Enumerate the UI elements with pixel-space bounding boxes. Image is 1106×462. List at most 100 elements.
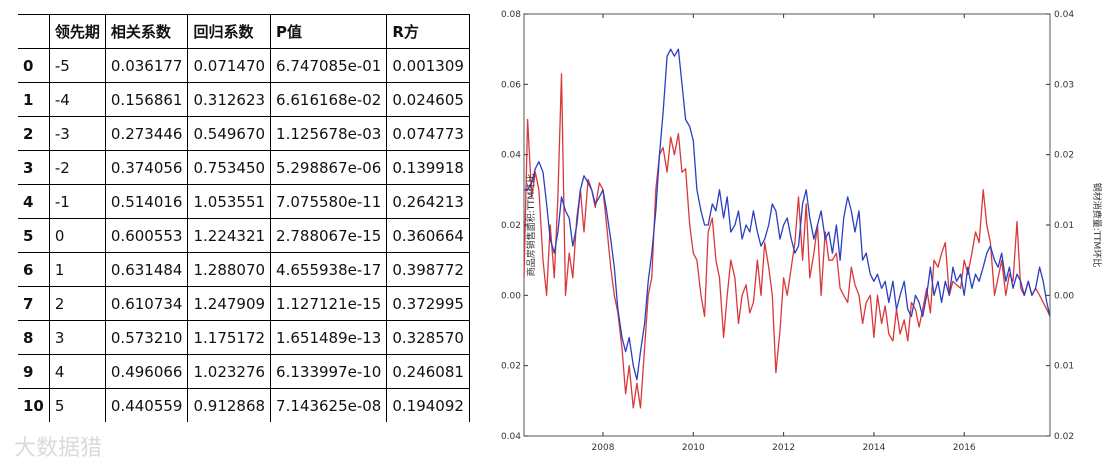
x-tick-label: 2008 <box>592 443 615 453</box>
table-cell: 5 <box>48 388 106 422</box>
table-cell: 1.125678e-03 <box>270 116 388 151</box>
table-cell: 0.514016 <box>104 184 189 219</box>
table-cell: 6.616168e-02 <box>270 82 388 117</box>
table-cell: 0.036177 <box>104 48 189 83</box>
table-cell: 0.360664 <box>386 218 470 253</box>
line-chart: 2008 2010 2012 2014 2016 0.04 0.02 0.00 0.02 0.04… <box>501 10 1103 453</box>
y-tick-label: 0.04 <box>501 432 521 442</box>
table-row: 0 -5 0.036177 0.071470 6.747085e-01 0.001309 <box>18 48 470 83</box>
table-cell: 0.328570 <box>386 320 470 355</box>
table-row: 5 0 0.600553 1.224321 2.788067e-15 0.360664 <box>18 218 470 253</box>
table-cell: 2 <box>48 286 106 321</box>
table-row: 7 2 0.610734 1.247909 1.127121e-15 0.372995 <box>18 286 470 321</box>
table-cell: 1.247909 <box>187 286 272 321</box>
table-row: 6 1 0.631484 1.288070 4.655938e-17 0.398772 <box>18 252 470 287</box>
table-row: 10 5 0.440559 0.912868 7.143625e-08 0.194092 <box>18 388 470 422</box>
table-cell: -2 <box>48 150 106 185</box>
table-cell: 0.610734 <box>104 286 189 321</box>
table-cell: 0.194092 <box>386 388 470 422</box>
y2-tick-label: 0.01 <box>1054 221 1074 231</box>
column-header: 领先期 <box>48 14 106 49</box>
column-header: 相关系数 <box>104 14 189 49</box>
table-cell: 0.246081 <box>386 354 470 389</box>
table-cell: 3 <box>48 320 106 355</box>
table-row: 1 -4 0.156861 0.312623 6.616168e-02 0.024605 <box>18 82 470 117</box>
x-tick-label: 2010 <box>682 443 705 453</box>
y2-tick-label: 0.00 <box>1054 291 1074 301</box>
y-axis-label: 商品房销售面积:TTM环比 <box>525 174 537 277</box>
table-cell: 0.273446 <box>104 116 189 151</box>
row-index: 8 <box>18 320 50 355</box>
table-cell: 0 <box>48 218 106 253</box>
series-line-1 <box>524 48 1051 381</box>
table-cell: -3 <box>48 116 106 151</box>
row-index: 1 <box>18 82 50 117</box>
table-cell: 0.139918 <box>386 150 470 185</box>
table-cell: 0.631484 <box>104 252 189 287</box>
row-index: 2 <box>18 116 50 151</box>
table-cell: 4 <box>48 354 106 389</box>
y2-tick-label: 0.04 <box>1054 10 1074 20</box>
y2-tick-label: 0.01 <box>1054 362 1074 372</box>
table-cell: 0.600553 <box>104 218 189 253</box>
table-cell: 0.024605 <box>386 82 470 117</box>
table-cell: 0.264213 <box>386 184 470 219</box>
table-cell: 0.001309 <box>386 48 470 83</box>
table-cell: 7.075580e-11 <box>270 184 388 219</box>
table-cell: 1.288070 <box>187 252 272 287</box>
table-cell: 2.788067e-15 <box>270 218 388 253</box>
y-tick-label: 0.02 <box>501 362 521 372</box>
table-row: 9 4 0.496066 1.023276 6.133997e-10 0.246081 <box>18 354 470 389</box>
y2-tick-label: 0.03 <box>1054 80 1074 90</box>
y-tick-label: 0.08 <box>501 10 521 20</box>
table-cell: -4 <box>48 82 106 117</box>
column-header: P值 <box>270 14 388 49</box>
row-index: 7 <box>18 286 50 321</box>
table-cell: 0.912868 <box>187 388 272 422</box>
column-header <box>18 14 50 49</box>
table-cell: 1.127121e-15 <box>270 286 388 321</box>
y2-axis-label: 钢材消费量:TTM环比 <box>1091 183 1103 268</box>
table-header-row: 领先期 相关系数 回归系数 P值 R方 <box>18 14 470 49</box>
table-cell: -1 <box>48 184 106 219</box>
row-index: 10 <box>18 388 50 422</box>
table-cell: 5.298867e-06 <box>270 150 388 185</box>
x-tick-label: 2014 <box>862 443 885 453</box>
table-cell: 1.651489e-13 <box>270 320 388 355</box>
table-cell: 0.496066 <box>104 354 189 389</box>
table-cell: 6.747085e-01 <box>270 48 388 83</box>
watermark: 大数据猎 <box>14 436 103 461</box>
table-cell: 4.655938e-17 <box>270 252 388 287</box>
table-row: 8 3 0.573210 1.175172 1.651489e-13 0.328570 <box>18 320 470 355</box>
table-cell: 0.374056 <box>104 150 189 185</box>
table-cell: 6.133997e-10 <box>270 354 388 389</box>
table-cell: 0.372995 <box>386 286 470 321</box>
row-index: 9 <box>18 354 50 389</box>
table-cell: -5 <box>48 48 106 83</box>
row-index: 0 <box>18 48 50 83</box>
table-cell: 0.573210 <box>104 320 189 355</box>
table-row: 4 -1 0.514016 1.053551 7.075580e-11 0.264213 <box>18 184 470 219</box>
table-cell: 0.440559 <box>104 388 189 422</box>
y-tick-label: 0.06 <box>501 80 521 90</box>
y-tick-label: 0.02 <box>501 221 521 231</box>
table-cell: 0.753450 <box>187 150 272 185</box>
x-tick-label: 2012 <box>772 443 795 453</box>
row-index: 4 <box>18 184 50 219</box>
row-index: 5 <box>18 218 50 253</box>
table-cell: 0.549670 <box>187 116 272 151</box>
table-cell: 0.312623 <box>187 82 272 117</box>
table-cell: 1 <box>48 252 106 287</box>
y2-tick-label: 0.02 <box>1054 432 1074 442</box>
y-tick-label: 0.04 <box>501 151 521 161</box>
table-cell: 1.224321 <box>187 218 272 253</box>
table-cell: 0.398772 <box>386 252 470 287</box>
table-cell: 1.053551 <box>187 184 272 219</box>
y2-tick-label: 0.02 <box>1054 151 1074 161</box>
table-cell: 1.023276 <box>187 354 272 389</box>
regression-table: 领先期 相关系数 回归系数 P值 R方 0 -5 0.036177 0.071470 6.747… <box>18 14 470 422</box>
column-header: 回归系数 <box>187 14 272 49</box>
table-cell: 1.175172 <box>187 320 272 355</box>
plot-frame <box>523 13 1051 437</box>
table-cell: 0.156861 <box>104 82 189 117</box>
